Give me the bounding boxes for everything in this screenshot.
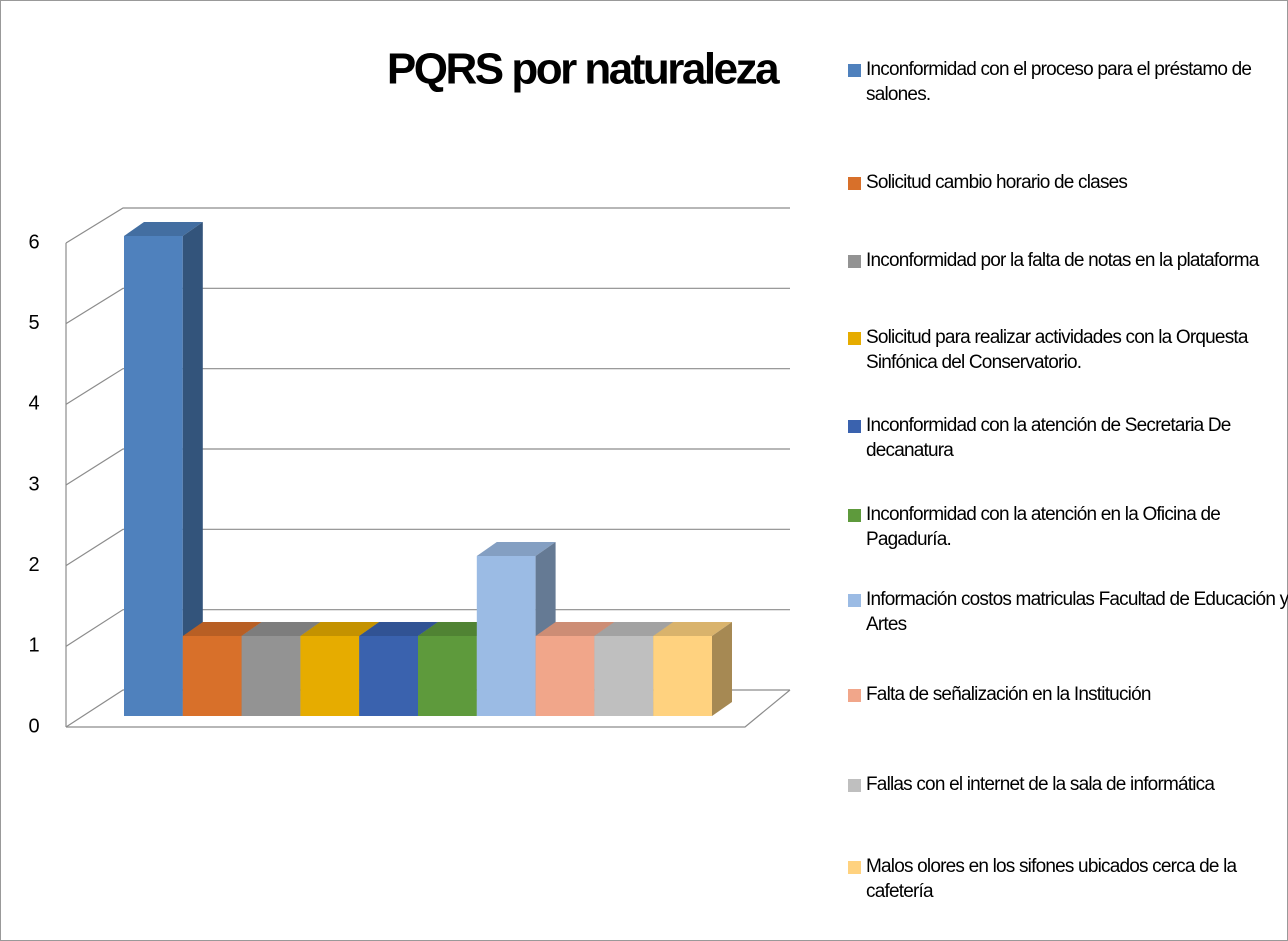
grid-line [65, 609, 790, 647]
grid-line [65, 528, 790, 567]
y-tick-label: 4 [28, 393, 39, 415]
legend-swatch [848, 861, 861, 874]
grid-line [65, 287, 790, 325]
y-tick-label: 5 [28, 312, 39, 334]
bar-front [241, 636, 301, 716]
legend-label: Malos olores en los sifones ubicados cer… [866, 856, 1237, 902]
legend-swatch [848, 509, 861, 522]
legend-label: Falta de señalización en la Institución [866, 684, 1151, 705]
chart-title: PQRS por naturaleza [387, 45, 780, 94]
legend-swatch [848, 420, 861, 433]
legend-label: Información costos matriculas Facultad d… [866, 589, 1288, 635]
bar-front [535, 636, 595, 716]
legend-swatch [848, 779, 861, 792]
grid-line [65, 207, 790, 244]
bar-front [418, 636, 477, 716]
bar-front [124, 236, 183, 716]
bar-top [124, 222, 203, 236]
bar-top [300, 622, 380, 636]
bar-front [653, 636, 712, 716]
bar-front [359, 636, 418, 716]
legend-label: Inconformidad con la atención de Secreta… [866, 415, 1231, 461]
bar-front [300, 636, 360, 716]
bar-top [653, 622, 732, 636]
legend-label: Solicitud para realizar actividades con … [866, 327, 1248, 373]
legend-label: Fallas con el internet de la sala de inf… [866, 774, 1215, 795]
legend-label: Inconformidad con el proceso para el pré… [866, 59, 1252, 105]
floor-line [66, 689, 791, 728]
bar-top [182, 622, 262, 636]
grid-line [65, 368, 790, 405]
bar-front [182, 636, 242, 716]
y-tick-label: 3 [28, 473, 39, 495]
legend-swatch [848, 255, 861, 268]
legend-swatch [848, 689, 861, 702]
y-tick-label: 2 [28, 554, 39, 576]
legend-label: Solicitud cambio horario de clases [866, 172, 1128, 193]
y-tick-label: 0 [28, 715, 39, 737]
bar-side [712, 622, 732, 716]
bar-front [476, 556, 536, 716]
legend-swatch [848, 594, 861, 607]
bar-top [241, 622, 321, 636]
legend-swatch [848, 64, 861, 77]
legend-label: Inconformidad con la atención en la Ofic… [866, 504, 1221, 550]
bar-top [359, 622, 438, 636]
y-tick-label: 6 [28, 231, 39, 253]
legend-swatch [848, 332, 861, 345]
bar-top [594, 622, 674, 636]
bar-top [535, 622, 615, 636]
y-tick-label: 1 [28, 635, 39, 657]
bar-side [182, 222, 203, 716]
legend-label: Inconformidad por la falta de notas en l… [866, 250, 1259, 271]
legend-swatch [848, 177, 861, 190]
bar-top [476, 542, 556, 556]
bar-front [594, 636, 654, 716]
grid-line [65, 448, 790, 486]
